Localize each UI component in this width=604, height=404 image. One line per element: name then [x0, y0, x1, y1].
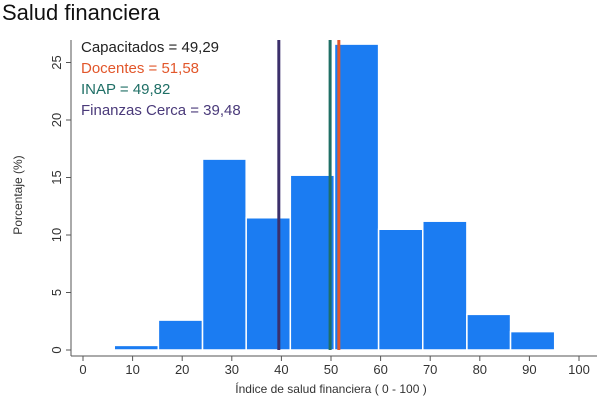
x-tick-label: 20: [175, 362, 189, 377]
y-axis-label: Porcentaje (%): [11, 155, 25, 234]
histogram-bar-9: [466, 313, 512, 351]
x-tick-label: 30: [225, 362, 239, 377]
reference-lines-group: [277, 40, 341, 350]
x-tick-label: 70: [423, 362, 437, 377]
histogram-bar-4: [245, 217, 292, 351]
chart-title: Salud financiera: [2, 0, 160, 25]
histogram-bar-5: [289, 174, 336, 351]
x-tick-label: 100: [568, 362, 590, 377]
x-tick-label: 0: [79, 362, 86, 377]
axes-group: 0 10 20 30 40 50 60 70 80 90 100 0 5 10 15 20 25: [49, 40, 597, 377]
histogram-bar-6: [333, 43, 380, 351]
legend-entry-3: INAP = 49,82: [81, 81, 170, 98]
histogram-bar-7: [377, 228, 424, 351]
x-tick-label: 80: [473, 362, 487, 377]
x-tick-label: 90: [522, 362, 536, 377]
y-tick-label: 25: [49, 55, 64, 69]
legend-entry-2: Docentes = 51,58: [81, 60, 199, 77]
y-tick-label: 5: [49, 289, 64, 296]
histogram-bar-10: [509, 330, 556, 351]
y-tick-label: 15: [49, 170, 64, 184]
histogram-bar-3: [201, 158, 247, 351]
histogram-bar-1: [113, 344, 160, 351]
y-tick-label: 0: [49, 346, 64, 353]
y-tick-label: 10: [49, 228, 64, 242]
histogram-bar-2: [157, 319, 204, 351]
x-tick-label: 60: [373, 362, 387, 377]
legend-group: Capacitados = 49,29 Docentes = 51,58 INAP …: [81, 39, 241, 119]
x-tick-label: 10: [125, 362, 139, 377]
bars-group: [113, 43, 556, 351]
y-tick-label: 20: [49, 113, 64, 127]
x-axis-label: Índice de salud financiera ( 0 - 100 ): [235, 381, 426, 396]
x-tick-label: 40: [274, 362, 288, 377]
legend-entry-4: Finanzas Cerca = 39,48: [81, 102, 241, 119]
legend-entry-1: Capacitados = 49,29: [81, 39, 219, 56]
histogram-bar-8: [422, 220, 468, 351]
x-tick-label: 50: [324, 362, 338, 377]
